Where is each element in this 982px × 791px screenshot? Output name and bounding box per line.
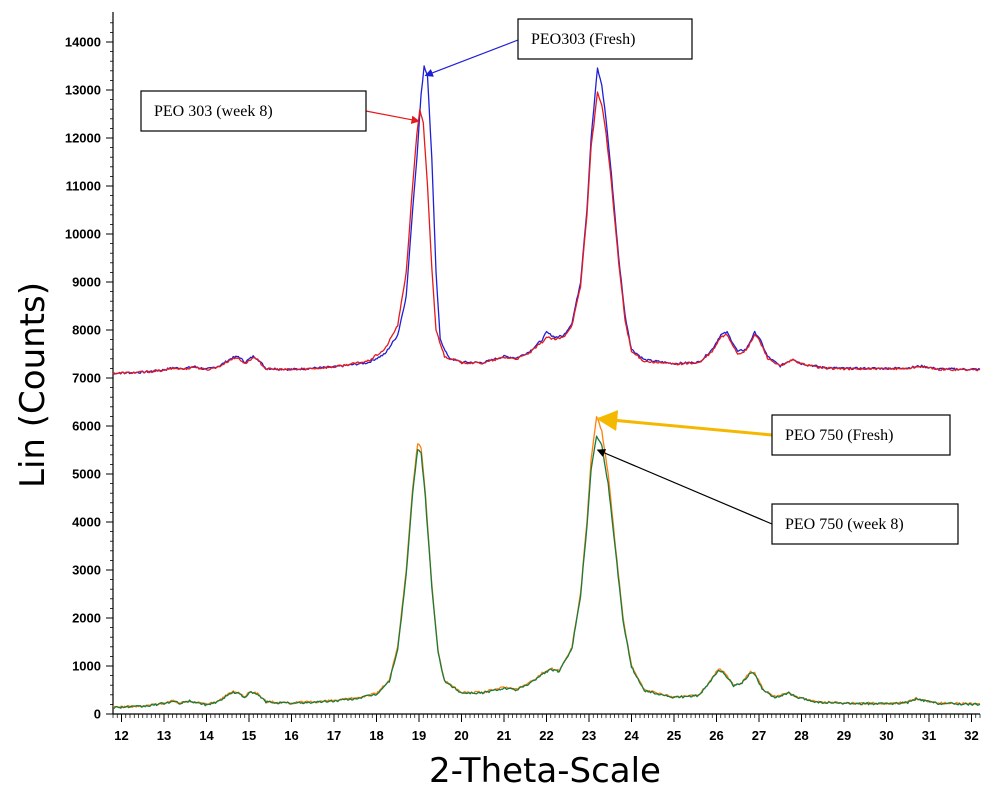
x-tick-label: 21 — [497, 728, 511, 743]
x-tick-label: 14 — [199, 728, 214, 743]
x-tick-label: 26 — [709, 728, 723, 743]
annotation-arrow — [424, 39, 519, 77]
x-tick-label: 23 — [582, 728, 596, 743]
y-tick-label: 4000 — [72, 515, 101, 530]
x-axis-title: 2-Theta-Scale — [429, 751, 661, 791]
annotation-arrow — [596, 449, 773, 525]
y-axis: 0 1000 2000 3000 4000 5000 6000 7000 8000 9000 100… — [65, 12, 114, 722]
series-layer — [112, 65, 981, 709]
x-tick-label: 30 — [879, 728, 893, 743]
x-tick-label: 20 — [454, 728, 468, 743]
annotation-box — [771, 414, 951, 456]
x-tick-label: 29 — [837, 728, 851, 743]
x-tick-label: 17 — [327, 728, 341, 743]
x-tick-label: 24 — [624, 728, 639, 743]
annotation-box — [517, 18, 693, 60]
y-tick-label: 9000 — [72, 275, 101, 290]
annotation-label: PEO 303 (week 8) — [154, 103, 273, 120]
annotation-arrow — [365, 110, 420, 124]
y-tick-label: 0 — [94, 707, 101, 722]
y-axis-title: Lin (Counts) — [13, 282, 53, 488]
y-tick-label: 13000 — [65, 83, 101, 98]
y-tick-label: 7000 — [72, 371, 101, 386]
y-tick-label: 6000 — [72, 419, 101, 434]
annotation-label: PEO 750 (Fresh) — [785, 427, 893, 444]
x-tick-label: 12 — [114, 728, 128, 743]
annotation-box — [771, 503, 959, 545]
y-tick-label: 3000 — [72, 563, 101, 578]
x-tick-label: 28 — [794, 728, 808, 743]
annotation-arrow — [596, 410, 773, 437]
x-tick-label: 32 — [964, 728, 978, 743]
x-tick-label: 27 — [752, 728, 766, 743]
y-tick-label: 10000 — [65, 227, 101, 242]
x-tick-label: 19 — [412, 728, 426, 743]
y-tick-label: 5000 — [72, 467, 101, 482]
x-tick-label: 13 — [157, 728, 171, 743]
y-tick-label: 12000 — [65, 131, 101, 146]
y-tick-label: 14000 — [65, 35, 101, 50]
x-tick-label: 22 — [539, 728, 553, 743]
series-line-2 — [112, 91, 981, 375]
x-tick-label: 15 — [242, 728, 256, 743]
annotation-layer: PEO303 (Fresh) PEO 303 (week 8) PEO 750 (F… — [140, 18, 959, 545]
series-line-4 — [112, 435, 981, 709]
x-tick-label: 25 — [667, 728, 681, 743]
series-line-3 — [112, 416, 981, 709]
y-tick-label: 8000 — [72, 323, 101, 338]
x-tick-label: 16 — [284, 728, 298, 743]
x-axis: 12 13 14 15 16 17 18 19 20 21 22 23 24 25 26 27 28 29 30 31… — [112, 713, 981, 743]
y-tick-label: 1000 — [72, 659, 101, 674]
annotation-label: PEO 750 (week 8) — [785, 516, 904, 533]
annotation-label: PEO303 (Fresh) — [531, 31, 635, 48]
x-tick-label: 18 — [369, 728, 383, 743]
annotation-box — [140, 90, 367, 132]
y-tick-label: 2000 — [72, 611, 101, 626]
x-tick-label: 31 — [922, 728, 936, 743]
y-tick-label: 11000 — [66, 179, 101, 194]
